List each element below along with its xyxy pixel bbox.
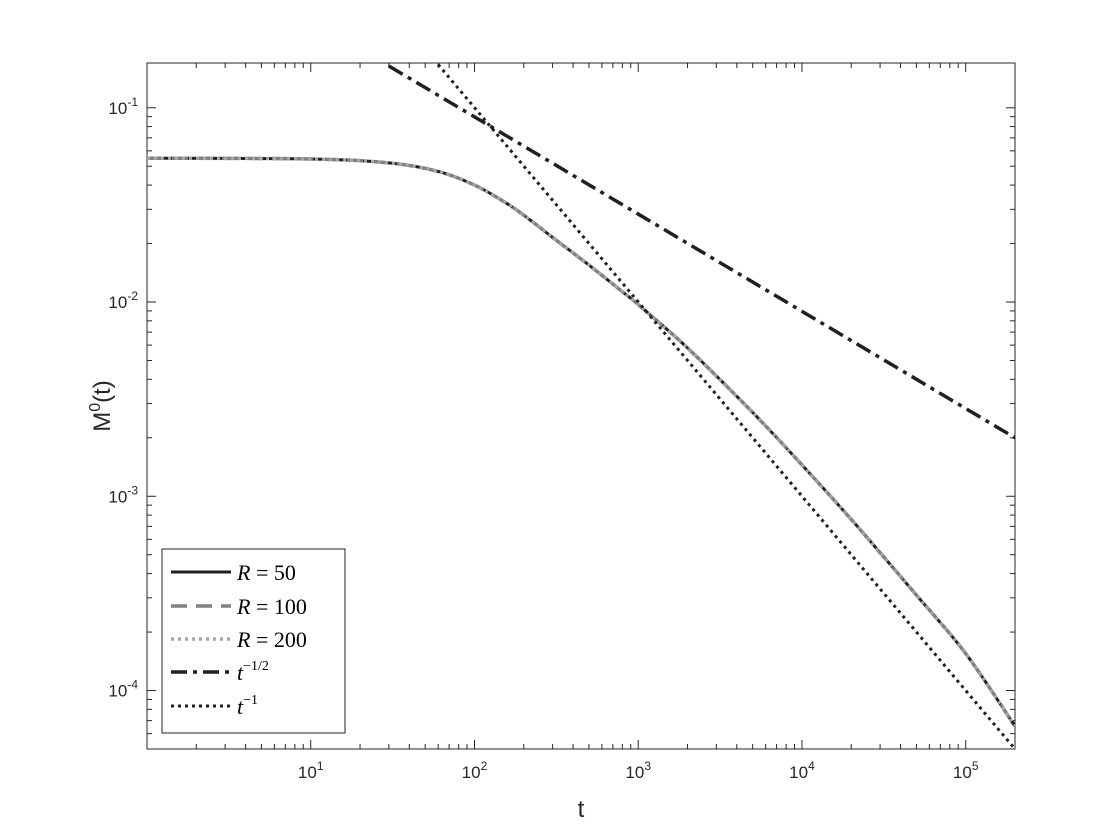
y-axis-label-sup: 0 (87, 403, 104, 412)
y-axis-label: M0(t) (87, 380, 116, 432)
y-axis-label-tail: (t) (89, 380, 116, 403)
series-layer (147, 63, 1015, 749)
minor-ticks (147, 63, 1015, 749)
x-tick-label: 102 (462, 759, 488, 782)
legend-label-1: R = 50 (236, 560, 296, 585)
x-tick-label: 105 (953, 759, 979, 782)
major-ticks: 101 102 103 104 105 10-4 10-3 10-2 10-1 (108, 63, 1015, 782)
legend-label-5: t−1 (237, 693, 258, 719)
x-axis-label: t (578, 796, 585, 823)
legend-box (161, 548, 346, 734)
legend-label-3: R = 200 (236, 627, 307, 652)
legend-label-2: R = 100 (236, 594, 307, 619)
series-line-5 (437, 63, 1015, 749)
x-tick-label: 104 (789, 759, 815, 782)
y-axis-label-base: M (89, 412, 116, 432)
y-tick-label: 10-4 (108, 678, 138, 701)
x-tick-label: 101 (298, 759, 324, 782)
series-line-3 (147, 156, 1015, 728)
x-tick-label: 103 (625, 759, 651, 782)
y-tick-label: 10-1 (108, 95, 138, 118)
y-tick-label: 10-2 (108, 289, 138, 312)
legend-label-4: t−1/2 (237, 659, 269, 685)
y-tick-label: 10-3 (108, 483, 138, 506)
legend: R = 50 R = 100 R = 200 t−1/2 t−1 (161, 548, 346, 734)
